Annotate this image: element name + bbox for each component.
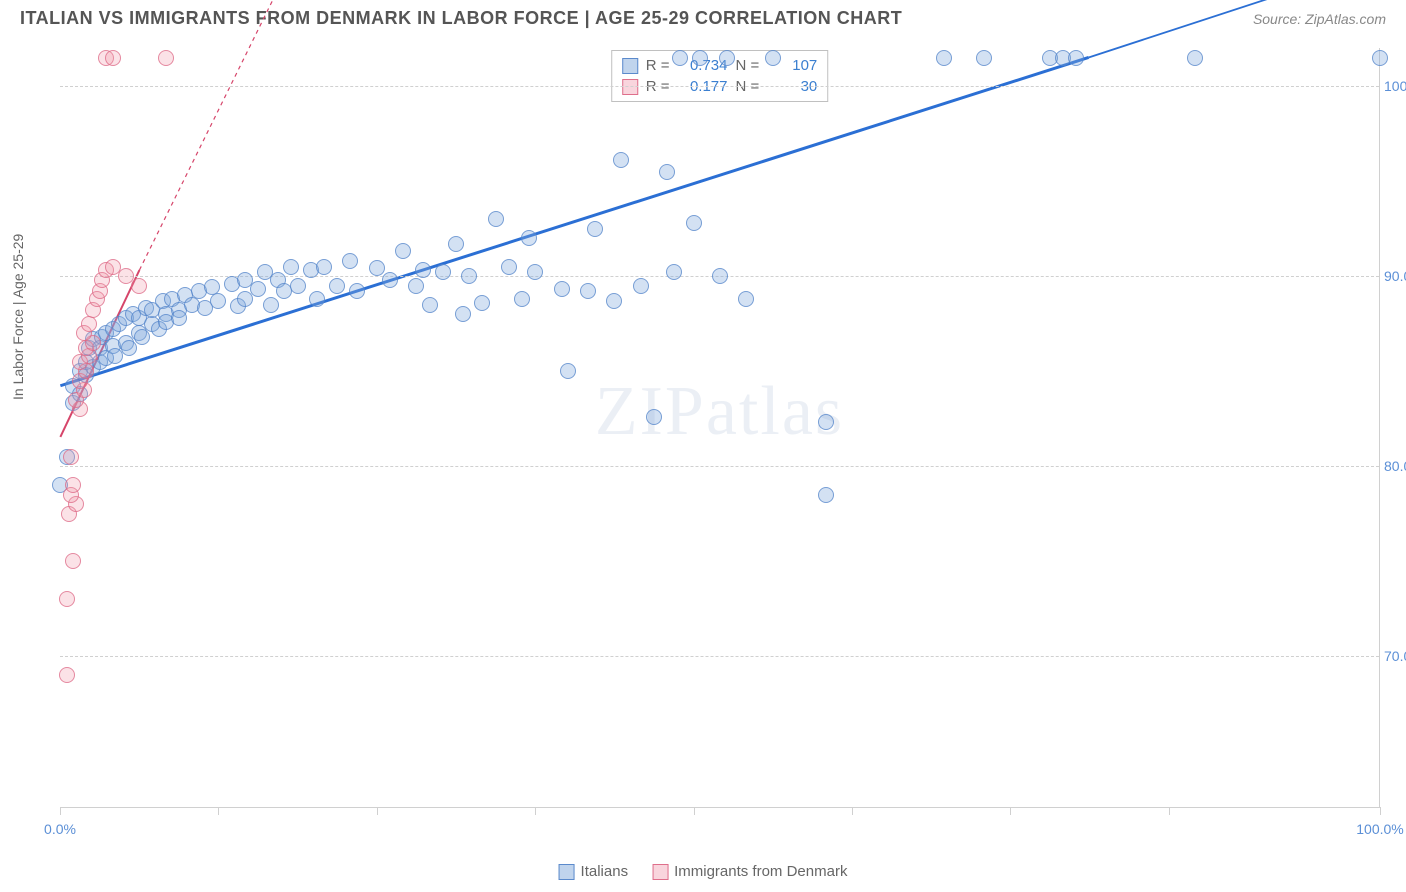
data-point-italians <box>369 260 385 276</box>
data-point-italians <box>633 278 649 294</box>
data-point-italians <box>580 283 596 299</box>
data-point-italians <box>672 50 688 66</box>
data-point-italians <box>554 281 570 297</box>
data-point-denmark <box>158 50 174 66</box>
data-point-denmark <box>65 477 81 493</box>
data-point-italians <box>474 295 490 311</box>
data-point-italians <box>521 230 537 246</box>
data-point-italians <box>455 306 471 322</box>
x-tick <box>1169 807 1170 815</box>
data-point-italians <box>765 50 781 66</box>
x-tick <box>377 807 378 815</box>
legend-item-denmark: Immigrants from Denmark <box>652 863 847 880</box>
data-point-italians <box>936 50 952 66</box>
data-point-italians <box>121 340 137 356</box>
x-tick <box>694 807 695 815</box>
x-tick <box>60 807 61 815</box>
x-tick <box>852 807 853 815</box>
data-point-italians <box>290 278 306 294</box>
data-point-italians <box>283 259 299 275</box>
legend-label-denmark: Immigrants from Denmark <box>674 863 847 880</box>
x-tick <box>1010 807 1011 815</box>
x-tick-label: 0.0% <box>44 821 76 837</box>
scatter-plot: ZIPatlas R = 0.734 N = 107 R = 0.177 N =… <box>60 48 1380 808</box>
data-point-italians <box>134 329 150 345</box>
watermark-text: ZIPatlas <box>595 372 844 452</box>
data-point-italians <box>171 310 187 326</box>
data-point-italians <box>422 297 438 313</box>
n-label: N = <box>736 57 760 74</box>
data-point-italians <box>666 264 682 280</box>
data-point-italians <box>646 409 662 425</box>
data-point-italians <box>415 262 431 278</box>
data-point-italians <box>309 291 325 307</box>
data-point-italians <box>719 50 735 66</box>
data-point-italians <box>1372 50 1388 66</box>
header: ITALIAN VS IMMIGRANTS FROM DENMARK IN LA… <box>0 0 1406 33</box>
chart-title: ITALIAN VS IMMIGRANTS FROM DENMARK IN LA… <box>20 8 902 29</box>
source-attribution: Source: ZipAtlas.com <box>1253 11 1386 27</box>
data-point-italians <box>514 291 530 307</box>
data-point-italians <box>1187 50 1203 66</box>
data-point-italians <box>587 221 603 237</box>
data-point-denmark <box>131 278 147 294</box>
data-point-italians <box>329 278 345 294</box>
data-point-italians <box>738 291 754 307</box>
data-point-italians <box>461 268 477 284</box>
data-point-italians <box>382 272 398 288</box>
y-tick-label: 90.0% <box>1384 268 1406 284</box>
data-point-italians <box>210 293 226 309</box>
y-axis-title: In Labor Force | Age 25-29 <box>10 234 26 400</box>
r-label: R = <box>646 57 670 74</box>
trend-lines-layer <box>60 48 1379 807</box>
data-point-italians <box>1068 50 1084 66</box>
data-point-italians <box>501 259 517 275</box>
data-point-denmark <box>105 50 121 66</box>
data-point-italians <box>527 264 543 280</box>
legend-item-italians: Italians <box>559 863 629 880</box>
x-tick <box>218 807 219 815</box>
swatch-blue-icon <box>559 864 575 880</box>
data-point-denmark <box>59 667 75 683</box>
data-point-denmark <box>59 591 75 607</box>
y-tick-label: 100.0% <box>1384 78 1406 94</box>
data-point-denmark <box>63 449 79 465</box>
swatch-pink-icon <box>652 864 668 880</box>
data-point-italians <box>976 50 992 66</box>
data-point-italians <box>316 259 332 275</box>
series-legend: Italians Immigrants from Denmark <box>559 863 848 880</box>
data-point-italians <box>250 281 266 297</box>
data-point-italians <box>606 293 622 309</box>
data-point-italians <box>613 152 629 168</box>
data-point-italians <box>448 236 464 252</box>
data-point-italians <box>818 487 834 503</box>
data-point-italians <box>712 268 728 284</box>
data-point-italians <box>818 414 834 430</box>
data-point-italians <box>408 278 424 294</box>
data-point-denmark <box>65 553 81 569</box>
legend-label-italians: Italians <box>581 863 629 880</box>
data-point-italians <box>342 253 358 269</box>
swatch-blue-icon <box>622 58 638 74</box>
data-point-italians <box>435 264 451 280</box>
y-tick-label: 80.0% <box>1384 458 1406 474</box>
data-point-italians <box>692 50 708 66</box>
y-gridline <box>60 86 1379 87</box>
data-point-italians <box>659 164 675 180</box>
data-point-italians <box>686 215 702 231</box>
data-point-italians <box>263 297 279 313</box>
y-gridline <box>60 656 1379 657</box>
x-tick <box>1380 807 1381 815</box>
x-tick <box>535 807 536 815</box>
data-point-italians <box>349 283 365 299</box>
y-tick-label: 70.0% <box>1384 648 1406 664</box>
data-point-italians <box>488 211 504 227</box>
y-gridline <box>60 466 1379 467</box>
data-point-italians <box>560 363 576 379</box>
x-tick-label: 100.0% <box>1356 821 1403 837</box>
data-point-italians <box>395 243 411 259</box>
